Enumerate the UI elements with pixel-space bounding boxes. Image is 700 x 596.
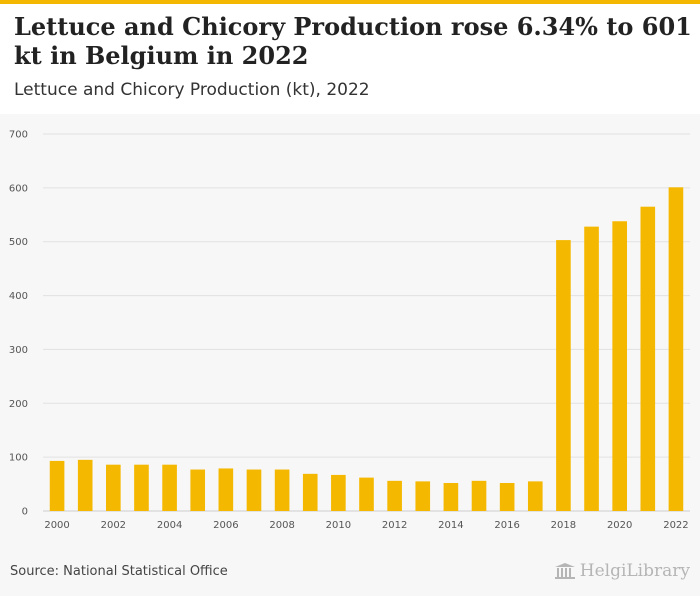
y-tick-label: 300 — [9, 345, 28, 356]
bar-2018[interactable] — [556, 240, 571, 511]
chart-area: 0 100 200 300 400 500 600 700 2000 2002 2004 2006 2… — [0, 114, 700, 556]
bar-2021[interactable] — [640, 206, 656, 511]
building-icon — [554, 563, 575, 579]
x-tick-label: 2014 — [438, 520, 463, 531]
x-tick-label: 2020 — [607, 520, 632, 531]
bar-2017[interactable] — [527, 481, 543, 511]
bar-2000[interactable] — [49, 460, 65, 511]
x-tick-label: 2018 — [551, 520, 576, 531]
bar-2012[interactable] — [387, 480, 402, 511]
bar-2004[interactable] — [162, 464, 177, 511]
footer: Source: National Statistical Office Helg… — [0, 556, 700, 596]
bar-2001[interactable] — [77, 459, 93, 511]
y-tick-label: 500 — [9, 237, 28, 248]
y-tick-label: 400 — [9, 291, 28, 302]
bars — [49, 187, 684, 511]
top-accent-bar — [0, 0, 700, 4]
y-tick-label: 200 — [9, 399, 28, 410]
x-tick-label: 2006 — [213, 520, 238, 531]
bar-2014[interactable] — [443, 482, 459, 511]
x-tick-label: 2022 — [663, 520, 688, 531]
bar-2016[interactable] — [499, 482, 515, 511]
bar-2010[interactable] — [331, 474, 346, 511]
bar-2002[interactable] — [106, 464, 121, 511]
y-tick-label: 100 — [9, 453, 28, 464]
y-tick-label: 600 — [9, 183, 28, 194]
x-tick-label: 2004 — [157, 520, 182, 531]
bar-2015[interactable] — [471, 480, 487, 511]
x-tick-label: 2008 — [269, 520, 294, 531]
bar-2020[interactable] — [612, 221, 627, 511]
y-tick-label: 700 — [9, 130, 28, 141]
bar-2019[interactable] — [584, 226, 599, 511]
bar-2008[interactable] — [274, 469, 290, 511]
grid-lines — [43, 133, 690, 512]
x-axis-ticks: 2000 2002 2004 2006 2008 2010 2012 2014 2016 2018… — [44, 520, 688, 531]
y-tick-label: 0 — [22, 507, 28, 518]
bar-2007[interactable] — [246, 469, 262, 511]
bar-2003[interactable] — [134, 464, 149, 511]
brand-logo[interactable]: HelgiLibrary — [554, 561, 690, 581]
x-tick-label: 2010 — [326, 520, 351, 531]
bar-2022[interactable] — [668, 187, 684, 511]
x-tick-label: 2012 — [382, 520, 407, 531]
brand-label: HelgiLibrary — [579, 561, 690, 581]
x-tick-label: 2002 — [101, 520, 126, 531]
bar-2006[interactable] — [218, 468, 234, 511]
chart-subtitle: Lettuce and Chicory Production (kt), 202… — [14, 80, 370, 100]
source-note: Source: National Statistical Office — [10, 564, 228, 579]
x-tick-label: 2000 — [44, 520, 69, 531]
page-title: Lettuce and Chicory Production rose 6.34… — [14, 12, 692, 70]
bar-2013[interactable] — [415, 481, 431, 511]
bar-2009[interactable] — [302, 473, 318, 511]
y-axis-ticks: 0 100 200 300 400 500 600 700 — [9, 130, 28, 518]
bar-2011[interactable] — [359, 477, 374, 511]
x-tick-label: 2016 — [494, 520, 519, 531]
bar-2005[interactable] — [190, 469, 206, 511]
